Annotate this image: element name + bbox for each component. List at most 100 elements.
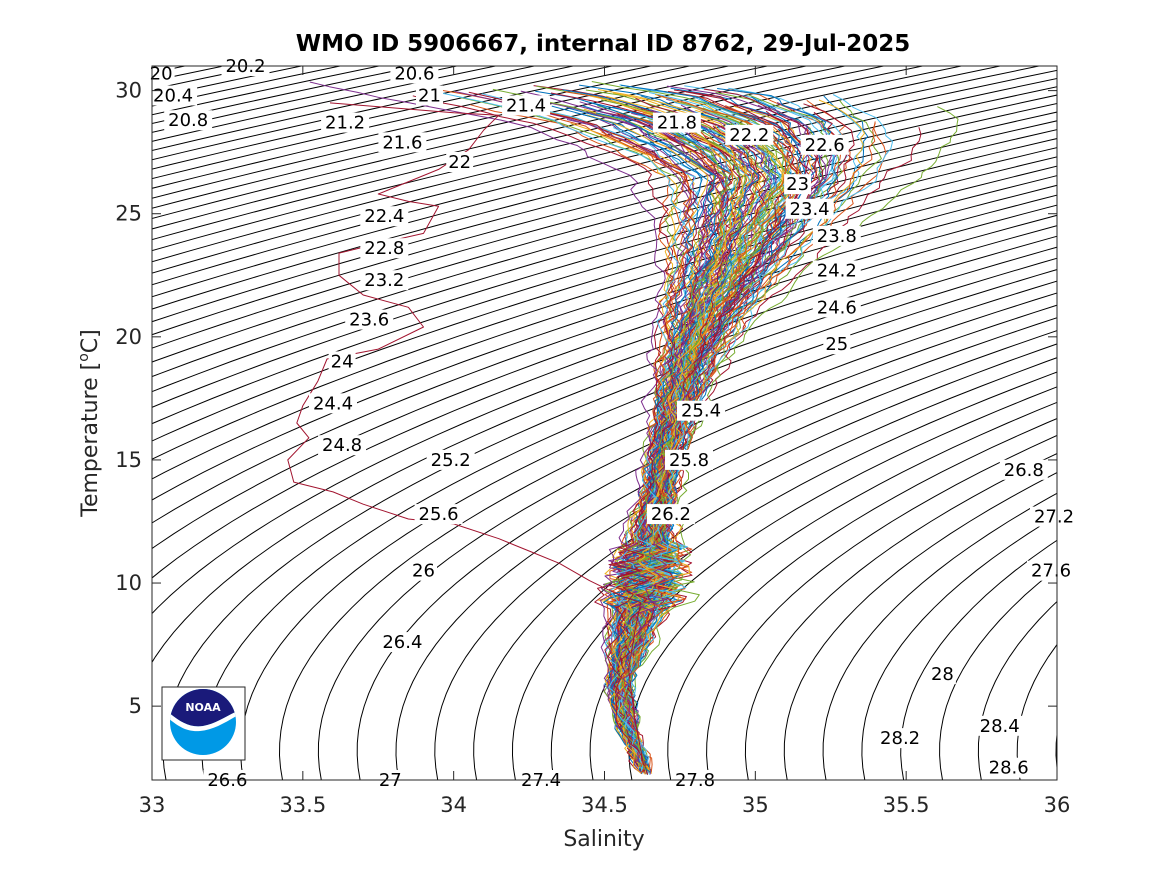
- chart-title: WMO ID 5906667, internal ID 8762, 29-Jul…: [296, 31, 911, 57]
- density-contour-21.3: [0, 54, 128, 793]
- contour-label: 25.4: [681, 401, 721, 422]
- contour-label: 20.4: [153, 86, 193, 107]
- density-contour-28.1: [1055, 730, 1057, 771]
- contour-label: 26: [412, 561, 435, 582]
- y-axis-label: Temperature [oC]: [76, 329, 103, 517]
- contour-label-bg: [800, 134, 849, 155]
- logo-bird: [170, 710, 236, 732]
- density-contour-21.1: [0, 54, 51, 793]
- plot-area: [152, 66, 1057, 780]
- contour-label-bg: [677, 400, 725, 421]
- density-contour-labels: 20 20.220.420.620.82121.221.421.621.82222…: [147, 56, 1078, 791]
- contour-label: 23: [786, 174, 809, 195]
- density-contour-27.9: [977, 600, 1057, 780]
- contour-label-bg: [378, 132, 427, 153]
- density-contour-25.6: [152, 225, 1057, 615]
- density-contour-26.7: [511, 357, 1057, 780]
- contour-label-bg: [984, 757, 1033, 778]
- contour-label: 26.8: [1004, 460, 1044, 481]
- contour-label: 22.2: [729, 125, 769, 146]
- density-contour-24.3: [152, 102, 1057, 349]
- density-contour-21.2: [0, 54, 89, 793]
- contour-label-bg: [378, 632, 427, 653]
- contour-label-bg: [646, 504, 695, 525]
- x-tick-label: 35: [742, 793, 769, 817]
- contour-label-bg: [665, 449, 713, 470]
- x-axis-label: Salinity: [563, 827, 644, 852]
- density-contour-21: [0, 54, 12, 793]
- density-contour-28.2: [1095, 54, 1167, 793]
- y-axis-label-main: Temperature [: [78, 362, 103, 518]
- contour-label: 21.2: [325, 113, 365, 134]
- density-contour-28: [1016, 643, 1057, 780]
- logo-text: NOAA: [185, 701, 221, 714]
- density-contour-25: [152, 165, 1057, 460]
- contour-label-bg: [416, 85, 443, 106]
- density-contour-23: [152, 66, 731, 199]
- contour-label-bg: [426, 449, 475, 470]
- density-contour-24.9: [152, 156, 1057, 442]
- density-contour-25.7: [152, 235, 1057, 664]
- density-contour-24.8: [152, 147, 1057, 425]
- contour-label-bg: [164, 110, 213, 131]
- contour-label: 20: [150, 63, 173, 84]
- density-contour-23.7: [152, 66, 1003, 274]
- contour-label-bg: [309, 393, 357, 414]
- contour-label: 28: [931, 664, 954, 685]
- density-contour-25.4: [152, 204, 1057, 550]
- contour-label: 22.8: [364, 238, 404, 259]
- contour-label: 23.6: [349, 310, 389, 331]
- ts-profile-outlier: [287, 102, 645, 766]
- contour-label-bg: [328, 351, 356, 372]
- density-contour-27.8: [939, 567, 1057, 780]
- density-contour-27.3: [744, 452, 1057, 780]
- contour-label-bg: [812, 260, 861, 281]
- density-contour-26: [240, 269, 1057, 780]
- contour-label: 22.6: [805, 135, 845, 156]
- contour-label-bg: [823, 334, 851, 355]
- contour-label-bg: [784, 174, 812, 195]
- density-contour-23.8: [152, 66, 1042, 286]
- contour-label-bg: [390, 63, 439, 84]
- density-contour-23.4: [152, 66, 887, 241]
- density-contour-25.2: [152, 184, 1057, 501]
- contour-label: 21: [418, 86, 441, 107]
- density-contour-24.1: [152, 86, 1057, 323]
- x-tick-label: 35.5: [883, 793, 930, 817]
- ts-profile: [468, 91, 698, 762]
- density-contour-27.2: [706, 434, 1057, 780]
- density-contour-26.3: [356, 304, 1057, 780]
- contour-label: 21.6: [382, 132, 422, 153]
- contour-label: 27.2: [1034, 507, 1074, 528]
- x-tick-label: 33.5: [279, 793, 326, 817]
- density-contour-26.4: [395, 317, 1057, 780]
- density-contour-27: [628, 401, 1057, 780]
- density-contour-23.6: [152, 66, 964, 263]
- contour-label: 26.4: [382, 632, 422, 653]
- noaa-logo: NOAA: [161, 686, 246, 761]
- density-contour-23.1: [152, 66, 770, 209]
- contour-label-bg: [321, 112, 370, 133]
- contour-label-bg: [876, 728, 925, 749]
- contour-label-bg: [318, 435, 367, 456]
- contour-label: 24.6: [817, 297, 857, 318]
- density-contour-22.9: [152, 66, 692, 189]
- contour-label: 26.2: [651, 504, 691, 525]
- contour-label: 25.8: [669, 450, 709, 471]
- ts-profile: [613, 97, 766, 768]
- y-axis-label-degree: o: [76, 353, 92, 362]
- contour-label-bg: [446, 152, 474, 172]
- density-contour-25.3: [152, 194, 1057, 524]
- density-contour-27.1: [667, 417, 1057, 780]
- contour-label-bg: [360, 270, 409, 291]
- density-contour-24: [152, 77, 1057, 310]
- density-contour-25.8: [162, 246, 1057, 780]
- density-contour-27.5: [822, 492, 1057, 780]
- ts-profile: [615, 121, 728, 762]
- contour-label: 23.4: [790, 199, 830, 220]
- contour-label-bg: [414, 504, 463, 525]
- x-tick-label: 33: [139, 793, 166, 817]
- contour-label-bg: [345, 309, 394, 330]
- ts-profile: [628, 106, 959, 763]
- ts-profile: [610, 109, 759, 763]
